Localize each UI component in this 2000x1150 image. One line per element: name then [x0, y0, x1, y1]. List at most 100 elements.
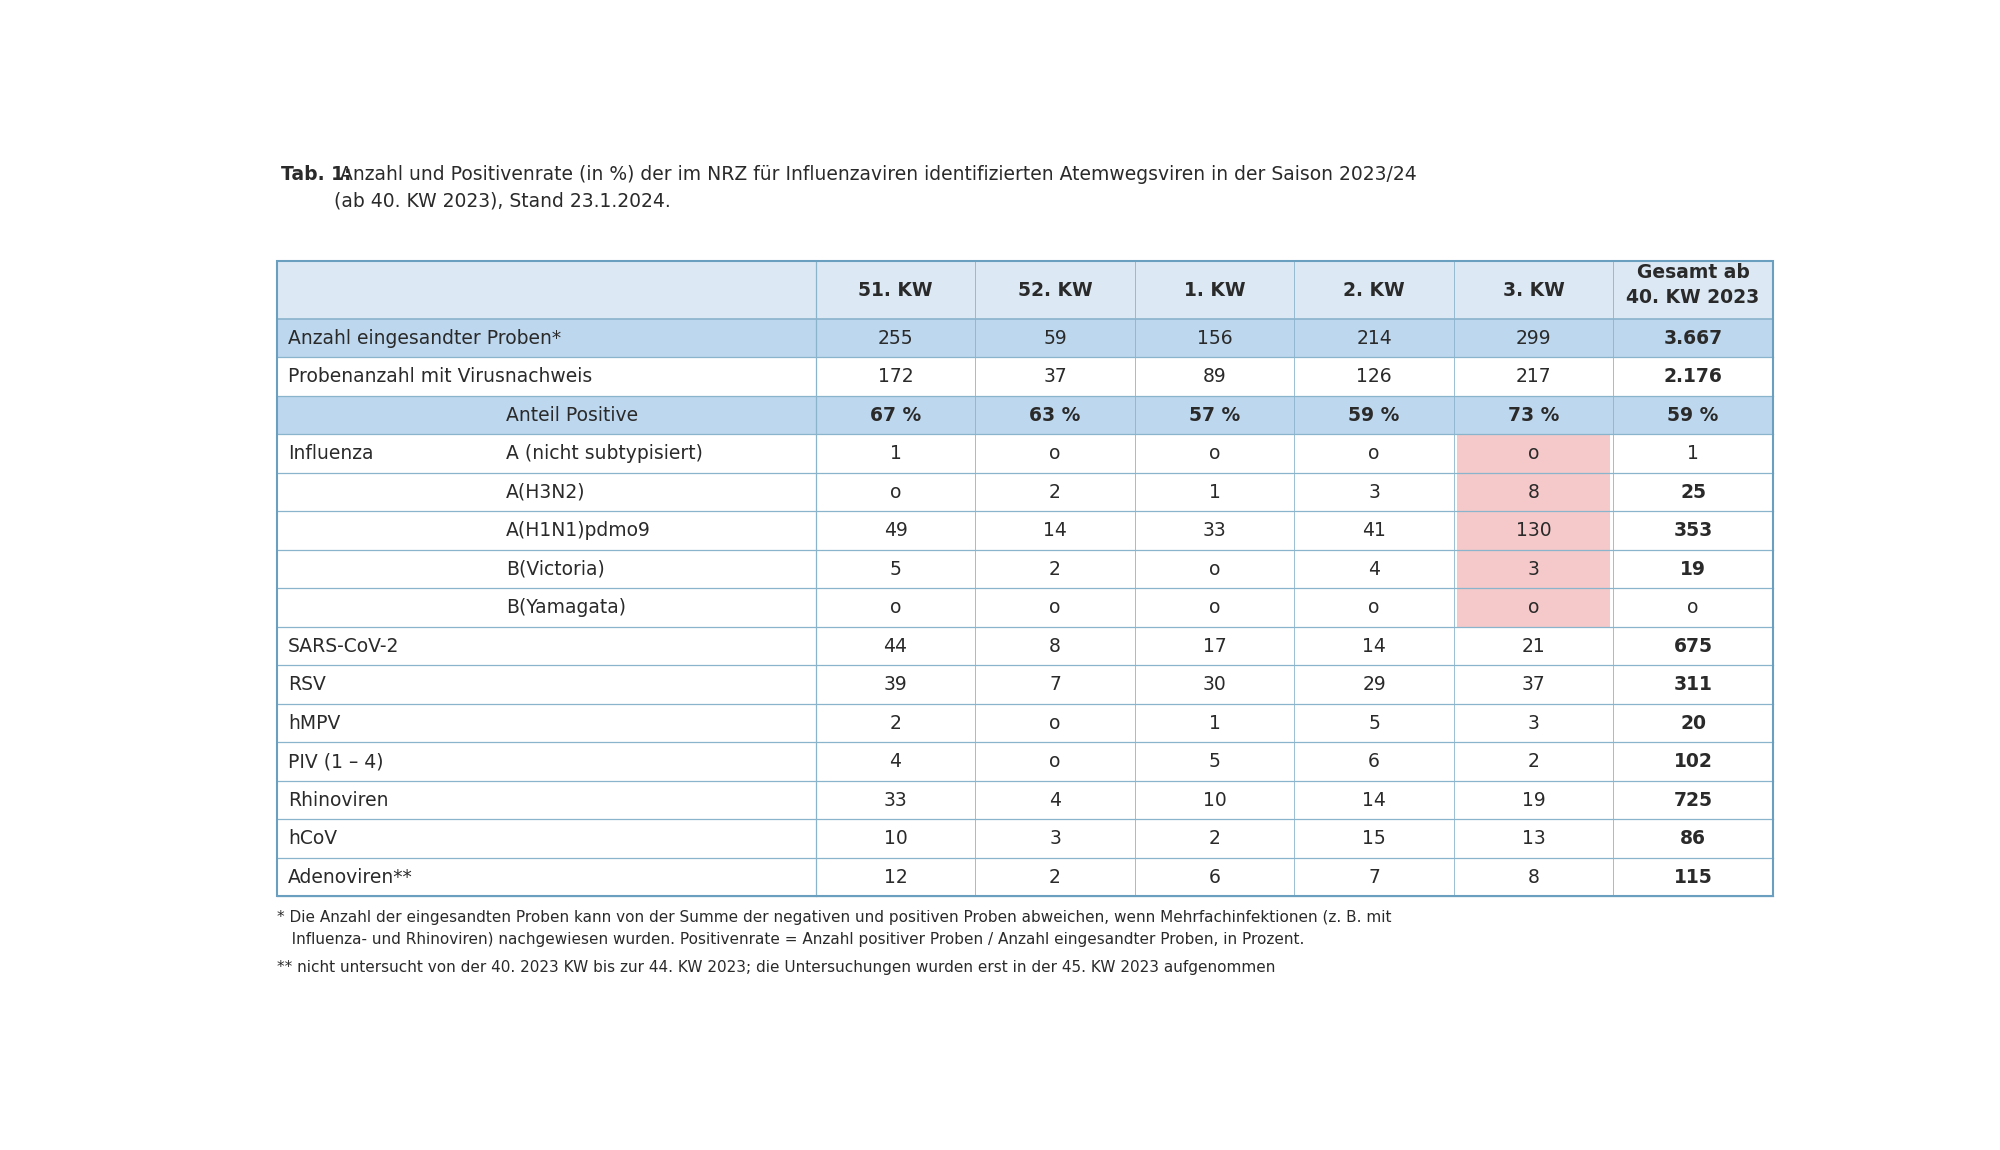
Text: 3: 3 [1050, 829, 1060, 849]
Text: 1. KW: 1. KW [1184, 281, 1246, 299]
Text: Influenza- und Rhinoviren) nachgewiesen wurden. Positivenrate = Anzahl positiver: Influenza- und Rhinoviren) nachgewiesen … [278, 932, 1304, 946]
Text: 17: 17 [1202, 637, 1226, 655]
Bar [278, 435, 1772, 473]
Text: 14: 14 [1362, 791, 1386, 810]
Text: Influenza: Influenza [288, 444, 374, 463]
Text: o: o [1208, 444, 1220, 463]
Text: 25: 25 [1680, 483, 1706, 501]
Text: o: o [1688, 598, 1698, 618]
Text: 6: 6 [1368, 752, 1380, 772]
Bar [278, 589, 1772, 627]
Text: 4: 4 [890, 752, 902, 772]
Bar [278, 820, 1772, 858]
Text: 130: 130 [1516, 521, 1552, 540]
Text: 299: 299 [1516, 329, 1552, 347]
Bar [278, 261, 1772, 897]
Text: 3: 3 [1528, 560, 1540, 578]
Text: A(H1N1)pdmo9: A(H1N1)pdmo9 [506, 521, 650, 540]
Text: o: o [1050, 444, 1060, 463]
Text: 1: 1 [890, 444, 902, 463]
Bar [278, 512, 1772, 550]
Text: 214: 214 [1356, 329, 1392, 347]
Text: A(H3N2): A(H3N2) [506, 483, 586, 501]
Text: 15: 15 [1362, 829, 1386, 849]
Text: 8: 8 [1528, 868, 1540, 887]
Text: 1: 1 [1688, 444, 1700, 463]
Text: 8: 8 [1050, 637, 1060, 655]
Text: 2: 2 [1050, 868, 1060, 887]
Text: 41: 41 [1362, 521, 1386, 540]
Text: 2: 2 [1528, 752, 1540, 772]
Bar [278, 627, 1772, 666]
Bar [278, 550, 1772, 589]
Bar [1458, 512, 1610, 550]
Bar [278, 261, 1772, 319]
Bar [1458, 473, 1610, 512]
Bar [278, 704, 1772, 743]
Text: Tab. 1:: Tab. 1: [280, 164, 352, 184]
Text: o: o [1528, 444, 1540, 463]
Text: 3.667: 3.667 [1664, 329, 1722, 347]
Text: 102: 102 [1674, 752, 1712, 772]
Text: 73 %: 73 % [1508, 406, 1560, 424]
Text: hCoV: hCoV [288, 829, 338, 849]
Text: 44: 44 [884, 637, 908, 655]
Text: 14: 14 [1044, 521, 1066, 540]
Text: 353: 353 [1674, 521, 1712, 540]
Text: 19: 19 [1522, 791, 1546, 810]
Bar [278, 858, 1772, 897]
Text: 126: 126 [1356, 367, 1392, 386]
Text: 30: 30 [1202, 675, 1226, 695]
Text: o: o [1368, 598, 1380, 618]
Text: 10: 10 [884, 829, 908, 849]
Text: RSV: RSV [288, 675, 326, 695]
Text: 86: 86 [1680, 829, 1706, 849]
Text: 4: 4 [1050, 791, 1062, 810]
Text: Gesamt ab
40. KW 2023: Gesamt ab 40. KW 2023 [1626, 263, 1760, 307]
Text: 1: 1 [1208, 483, 1220, 501]
Bar [278, 473, 1772, 512]
Text: 49: 49 [884, 521, 908, 540]
Text: 19: 19 [1680, 560, 1706, 578]
Text: 7: 7 [1050, 675, 1060, 695]
Text: o: o [1208, 598, 1220, 618]
Text: 7: 7 [1368, 868, 1380, 887]
Text: 2: 2 [1050, 483, 1060, 501]
Text: o: o [1050, 752, 1060, 772]
Text: 2.176: 2.176 [1664, 367, 1722, 386]
Text: Anzahl eingesandter Proben*: Anzahl eingesandter Proben* [288, 329, 562, 347]
Text: 52. KW: 52. KW [1018, 281, 1092, 299]
Text: Anteil Positive: Anteil Positive [506, 406, 638, 424]
Text: 255: 255 [878, 329, 914, 347]
Text: 2. KW: 2. KW [1344, 281, 1404, 299]
Text: 311: 311 [1674, 675, 1712, 695]
Text: 13: 13 [1522, 829, 1546, 849]
Text: 51. KW: 51. KW [858, 281, 932, 299]
Text: 33: 33 [884, 791, 908, 810]
Text: 29: 29 [1362, 675, 1386, 695]
Text: o: o [890, 598, 902, 618]
Text: 59 %: 59 % [1668, 406, 1718, 424]
Text: PIV (1 – 4): PIV (1 – 4) [288, 752, 384, 772]
Text: 67 %: 67 % [870, 406, 922, 424]
Bar [278, 781, 1772, 820]
Text: 5: 5 [1208, 752, 1220, 772]
Text: B(Yamagata): B(Yamagata) [506, 598, 626, 618]
Text: 12: 12 [884, 868, 908, 887]
Text: 3: 3 [1368, 483, 1380, 501]
Text: 6: 6 [1208, 868, 1220, 887]
Text: 675: 675 [1674, 637, 1712, 655]
Text: 3. KW: 3. KW [1502, 281, 1564, 299]
Text: 63 %: 63 % [1030, 406, 1080, 424]
Text: 37: 37 [1522, 675, 1546, 695]
Text: o: o [1528, 598, 1540, 618]
Text: 10: 10 [1202, 791, 1226, 810]
Text: 172: 172 [878, 367, 914, 386]
Text: Anzahl und Positivenrate (in %) der im NRZ für Influenzaviren identifizierten At: Anzahl und Positivenrate (in %) der im N… [334, 164, 1416, 210]
Text: 20: 20 [1680, 714, 1706, 733]
Text: 217: 217 [1516, 367, 1552, 386]
Text: o: o [1050, 714, 1060, 733]
Bar [278, 396, 1772, 435]
Bar [1458, 550, 1610, 589]
Text: 2: 2 [1208, 829, 1220, 849]
